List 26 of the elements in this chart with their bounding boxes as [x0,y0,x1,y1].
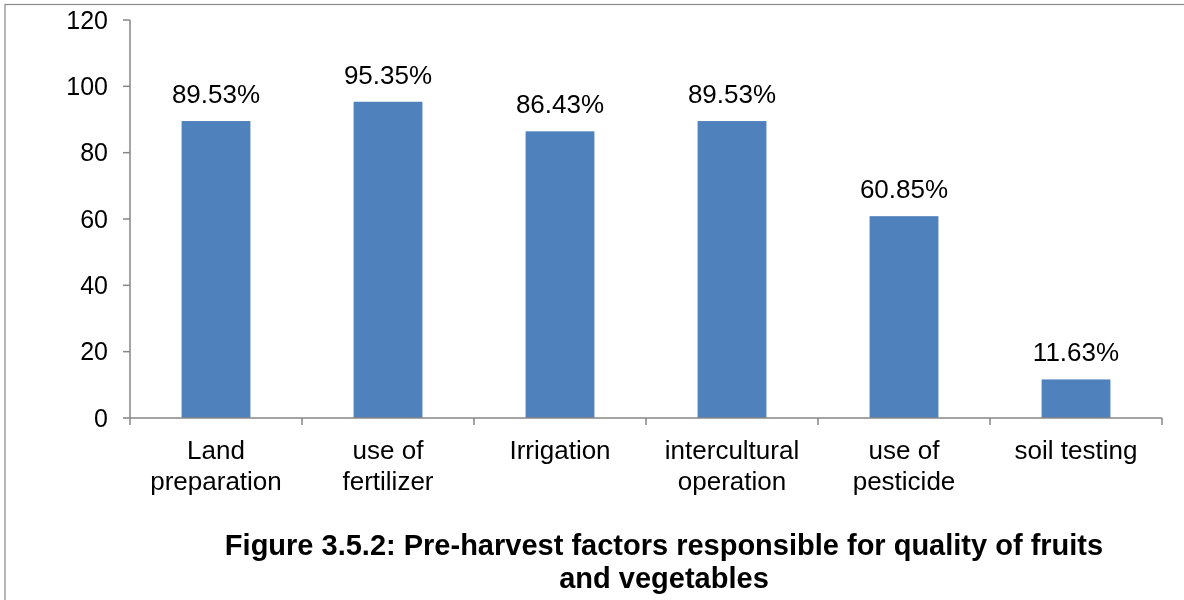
x-tick-label: use of fertilizer [342,435,434,496]
x-tick-label: Land preparation [150,435,282,496]
bar [697,121,767,418]
y-tick-label: 100 [66,72,108,101]
y-tick-label: 60 [80,204,108,233]
bar [1041,379,1111,418]
x-tick-label: use of pesticide [852,435,956,496]
data-label: 89.53% [171,79,261,110]
data-label: 89.53% [687,79,777,110]
x-tick-label: soil testing [1014,435,1138,465]
text: Figure 3.5.2: Pre-harvest factors responsible for quality of fruits and vegetables [224,529,1104,594]
y-tick-label: 40 [80,271,108,300]
bar [181,121,251,418]
y-tick-label: 80 [80,138,108,167]
data-label: 11.63% [1032,337,1120,368]
bar [869,216,939,418]
x-tick-label: intercultural operation [664,435,800,496]
data-label: 60.85% [859,174,949,205]
data-label: 95.35% [343,59,433,90]
y-tick-label: 120 [66,5,108,34]
y-tick-label: 0 [94,403,108,432]
bar [353,101,423,418]
data-label: 86.43% [515,89,605,120]
y-tick-label: 20 [80,337,108,366]
bar [525,131,595,418]
x-tick-label: Irrigation [509,435,611,465]
